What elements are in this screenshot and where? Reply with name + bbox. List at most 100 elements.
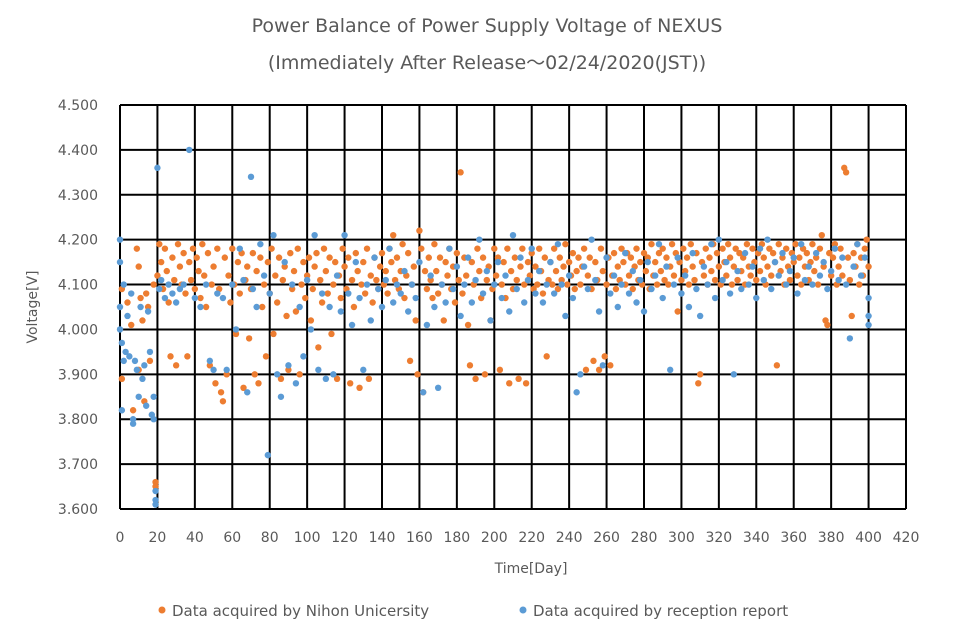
data-point bbox=[580, 245, 588, 252]
data-point bbox=[339, 245, 346, 252]
legend-label-reception: Data acquired by reception report bbox=[533, 602, 788, 620]
data-point bbox=[152, 501, 159, 508]
data-point bbox=[461, 281, 468, 288]
data-point bbox=[292, 308, 300, 315]
data-point bbox=[116, 236, 124, 243]
data-point bbox=[322, 267, 330, 275]
data-point bbox=[204, 249, 212, 257]
data-point bbox=[418, 245, 425, 252]
data-point bbox=[311, 263, 318, 270]
data-point bbox=[245, 335, 253, 342]
data-point bbox=[625, 272, 633, 279]
data-point bbox=[741, 249, 749, 257]
data-point bbox=[573, 267, 580, 275]
data-point bbox=[210, 263, 217, 270]
data-point bbox=[857, 272, 865, 279]
data-point bbox=[221, 254, 228, 261]
data-point bbox=[361, 290, 369, 297]
data-point bbox=[433, 267, 440, 275]
data-point bbox=[629, 267, 636, 275]
data-point bbox=[659, 294, 666, 302]
data-point bbox=[206, 357, 214, 365]
data-point bbox=[582, 366, 590, 374]
data-point bbox=[816, 272, 824, 279]
data-point bbox=[481, 371, 489, 378]
data-point bbox=[427, 276, 434, 284]
data-point bbox=[152, 478, 159, 486]
data-point bbox=[367, 317, 374, 324]
data-point bbox=[805, 263, 812, 270]
data-point bbox=[829, 254, 837, 261]
data-point bbox=[835, 263, 842, 270]
data-point bbox=[734, 276, 741, 284]
data-point bbox=[283, 312, 290, 320]
data-point bbox=[294, 245, 301, 252]
data-point bbox=[464, 321, 472, 329]
data-point bbox=[637, 276, 644, 284]
data-point bbox=[506, 308, 513, 315]
data-point bbox=[152, 496, 159, 504]
data-point bbox=[659, 245, 666, 252]
data-point bbox=[496, 366, 504, 374]
data-point bbox=[536, 245, 543, 252]
data-point bbox=[382, 276, 389, 284]
data-point bbox=[133, 245, 141, 252]
data-point bbox=[169, 254, 176, 261]
data-point bbox=[571, 285, 578, 293]
data-point bbox=[599, 362, 607, 369]
data-point bbox=[333, 272, 341, 279]
data-point bbox=[565, 258, 573, 266]
data-point bbox=[144, 308, 152, 315]
data-series bbox=[116, 146, 872, 508]
data-point bbox=[197, 303, 204, 311]
data-point bbox=[771, 258, 779, 266]
data-point bbox=[625, 290, 633, 297]
data-point bbox=[700, 263, 708, 270]
data-point bbox=[257, 254, 264, 261]
data-point bbox=[824, 321, 831, 329]
data-point bbox=[691, 276, 698, 284]
data-point bbox=[161, 294, 169, 302]
data-point bbox=[590, 357, 597, 365]
data-point bbox=[390, 299, 397, 306]
data-point bbox=[786, 267, 794, 275]
data-point bbox=[674, 308, 681, 315]
axis-ticks: 0 20 40 60 80 100 120 140 160 180 200 220 240 260 280 3… bbox=[58, 98, 919, 546]
data-point bbox=[498, 294, 505, 302]
data-point bbox=[560, 263, 567, 270]
data-point bbox=[408, 281, 416, 288]
data-point bbox=[427, 272, 434, 279]
data-point bbox=[861, 254, 869, 261]
data-point bbox=[330, 281, 337, 288]
data-point bbox=[313, 249, 320, 257]
data-point bbox=[296, 371, 303, 378]
data-point bbox=[865, 321, 872, 329]
x-tick-label: 0 bbox=[116, 530, 125, 546]
data-point bbox=[661, 276, 668, 284]
data-point bbox=[201, 272, 208, 279]
data-point bbox=[150, 281, 157, 288]
data-point bbox=[839, 254, 846, 261]
data-point bbox=[706, 254, 713, 261]
data-point bbox=[446, 245, 453, 252]
data-point bbox=[318, 299, 326, 306]
x-tick-label: 60 bbox=[223, 530, 241, 546]
data-point bbox=[610, 272, 618, 279]
data-point bbox=[670, 272, 678, 279]
data-point bbox=[116, 258, 124, 266]
data-point bbox=[681, 272, 689, 279]
data-point bbox=[419, 389, 427, 396]
x-tick-label: 80 bbox=[261, 530, 279, 546]
data-point bbox=[288, 285, 296, 293]
data-point bbox=[227, 299, 234, 306]
data-point bbox=[431, 303, 438, 311]
x-tick-label: 280 bbox=[631, 530, 658, 546]
data-point bbox=[790, 258, 797, 266]
data-point bbox=[131, 357, 139, 365]
data-point bbox=[120, 281, 127, 288]
data-point bbox=[700, 272, 708, 279]
data-point bbox=[743, 240, 751, 248]
data-point bbox=[421, 267, 429, 275]
data-point bbox=[768, 272, 775, 279]
data-point bbox=[253, 303, 260, 311]
